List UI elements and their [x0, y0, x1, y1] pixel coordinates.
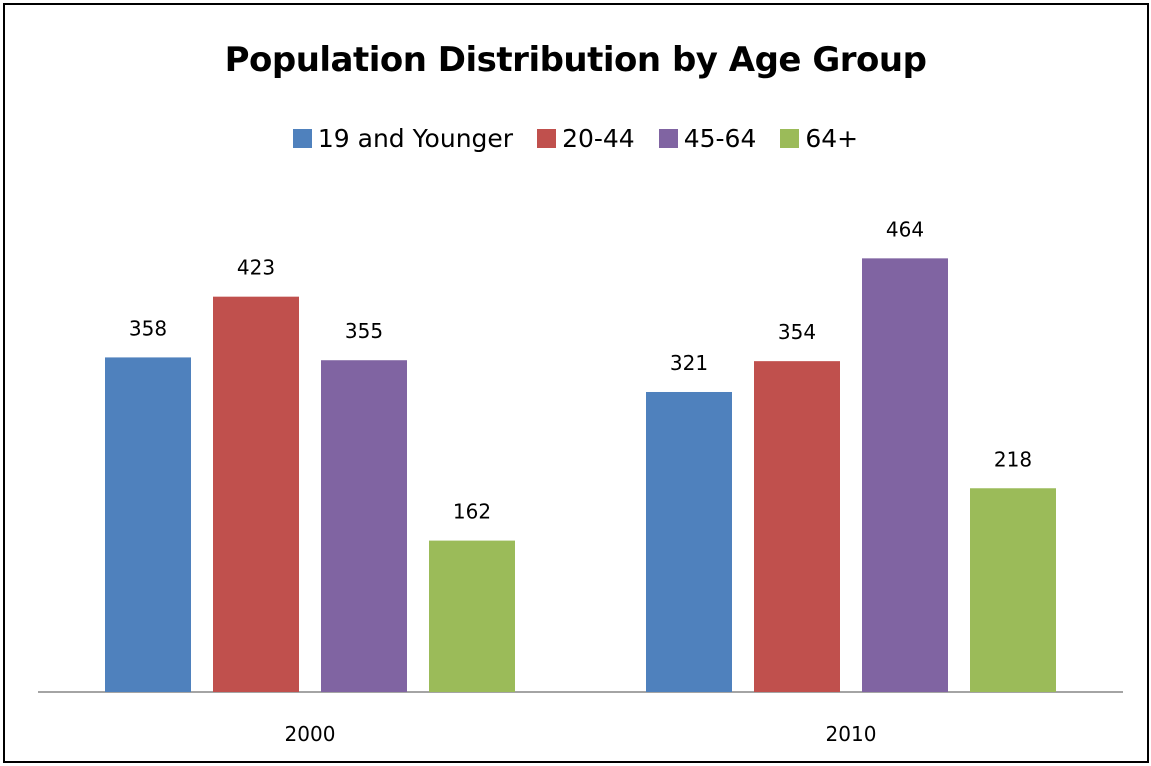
chart-title: Population Distribution by Age Group	[224, 40, 927, 80]
data-label-2000-1: 423	[237, 256, 275, 280]
x-tick-label-2010: 2010	[826, 722, 877, 746]
bar-2000-2	[321, 360, 407, 692]
data-label-2010-3: 218	[994, 447, 1032, 471]
data-label-2010-2: 464	[886, 217, 924, 241]
legend-label-0: 19 and Younger	[317, 124, 514, 153]
data-label-2000-3: 162	[453, 500, 491, 524]
legend-label-2: 45-64	[683, 124, 757, 153]
legend-swatch-0	[292, 129, 312, 148]
legend-item-0: 19 and Younger	[292, 124, 514, 153]
x-tick-label-2000: 2000	[285, 722, 336, 746]
legend-item-1: 20-44	[537, 124, 635, 153]
bar-2000-1	[213, 296, 299, 692]
legend-swatch-3	[780, 129, 800, 148]
data-label-2010-1: 354	[778, 320, 816, 344]
data-label-2000-0: 358	[129, 316, 167, 340]
bar-2000-0	[105, 357, 191, 692]
legend-label-3: 64+	[805, 124, 859, 153]
legend-swatch-2	[658, 129, 678, 148]
bar-2010-1	[754, 361, 840, 692]
data-label-2000-2: 355	[345, 319, 383, 343]
legend-item-2: 45-64	[658, 124, 757, 153]
bar-2010-0	[646, 391, 732, 692]
bar-2010-2	[862, 258, 948, 692]
legend-swatch-1	[537, 129, 557, 148]
data-label-2010-0: 321	[670, 351, 708, 375]
bar-2000-3	[429, 540, 515, 692]
bar-2010-3	[970, 488, 1056, 692]
legend-item-3: 64+	[780, 124, 858, 153]
chart-frame	[3, 3, 1149, 763]
legend: 19 and Younger 20-44 45-64 64+	[0, 124, 1151, 153]
legend-label-1: 20-44	[562, 124, 635, 153]
